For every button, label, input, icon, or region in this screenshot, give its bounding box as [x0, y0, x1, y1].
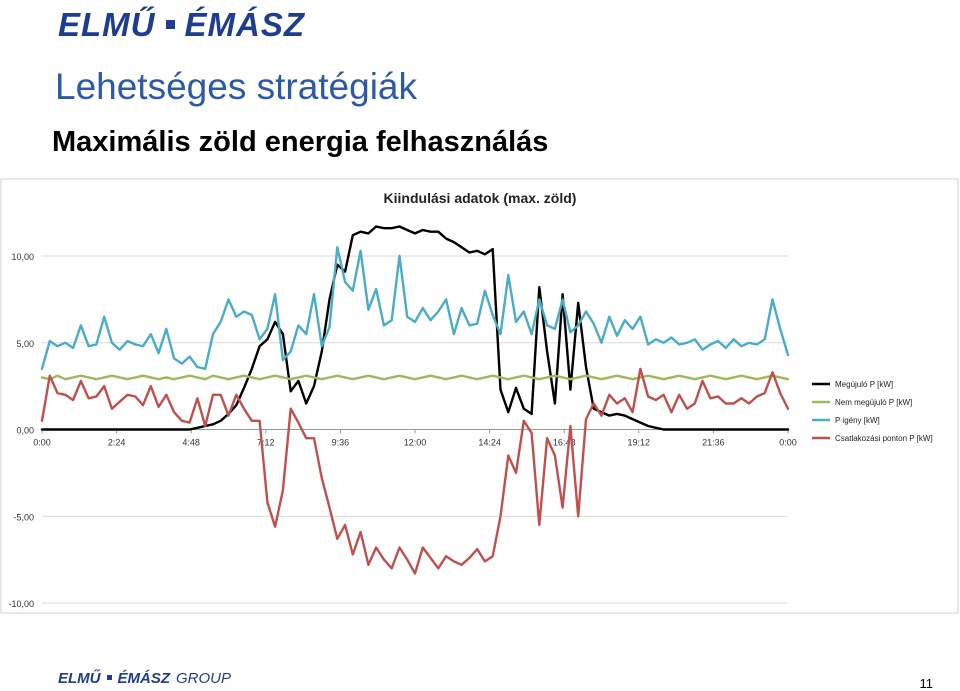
x-tick-label: 7:12 — [257, 438, 275, 448]
y-tick-label: 10,00 — [11, 252, 34, 262]
footer-logo-square-icon — [106, 675, 112, 681]
x-tick-label: 14:24 — [478, 438, 501, 448]
chart-frame — [0, 178, 959, 614]
chart-series-lines — [40, 225, 790, 575]
chart-legend: Megújuló P [kW] Nem megújuló P [kW] P igén… — [812, 380, 933, 443]
legend-label: Megújuló P [kW] — [835, 380, 893, 389]
line-chart: Kiindulási adatok (max. zöld) 10,00 5,00 0… — [0, 178, 959, 614]
x-axis-ticks: 0:00 2:24 4:48 7:12 9:36 12:00 14:24 16:48 19:12… — [33, 429, 797, 448]
x-tick-label: 21:36 — [702, 438, 725, 448]
brand-logo-bottom: ELMŰ ÉMÁSZ GROUP — [58, 670, 231, 687]
y-tick-label: -5,00 — [13, 512, 34, 522]
series-line-3 — [40, 246, 790, 371]
series-line-4 — [40, 367, 790, 575]
series-line-1 — [40, 225, 790, 431]
footer-logo-group: GROUP — [176, 670, 232, 687]
chart-title: Kiindulási adatok (max. zöld) — [384, 190, 577, 206]
x-tick-label: 12:00 — [404, 438, 427, 448]
page-subtitle: Maximális zöld energia felhasználás — [52, 126, 549, 158]
footer-logo-elmu: ELMŰ — [58, 670, 101, 687]
logo-square-icon — [165, 19, 175, 29]
chart-panel: Kiindulási adatok (max. zöld) 10,00 5,00 0… — [0, 178, 960, 616]
page-number: 11 — [919, 676, 934, 691]
y-tick-label: 0,00 — [16, 426, 34, 436]
x-tick-label: 9:36 — [332, 438, 350, 448]
x-tick-label: 0:00 — [33, 438, 51, 448]
page-title: Lehetséges stratégiák — [55, 66, 418, 107]
logo-text-emasz: ÉMÁSZ — [184, 6, 305, 43]
brand-logo-top: ELMŰ ÉMÁSZ — [58, 6, 305, 44]
x-tick-label: 4:48 — [182, 438, 200, 448]
y-axis-ticks: 10,00 5,00 0,00 -5,00 -10,00 — [8, 252, 34, 609]
legend-label: P igény [kW] — [835, 416, 880, 425]
y-tick-label: 5,00 — [16, 339, 34, 349]
x-tick-label: 2:24 — [108, 438, 126, 448]
footer-logo-emasz: ÉMÁSZ — [117, 670, 171, 687]
legend-label: Nem megújuló P [kW] — [835, 398, 912, 407]
series-line-2 — [40, 374, 790, 381]
x-tick-label: 16:48 — [553, 438, 576, 448]
x-tick-label: 19:12 — [628, 438, 651, 448]
logo-text-elmu: ELMŰ — [58, 6, 156, 43]
legend-label: Csatlakozási ponton P [kW] — [835, 434, 933, 443]
y-tick-label: -10,00 — [8, 599, 34, 609]
x-tick-label: 0:00 — [779, 438, 797, 448]
